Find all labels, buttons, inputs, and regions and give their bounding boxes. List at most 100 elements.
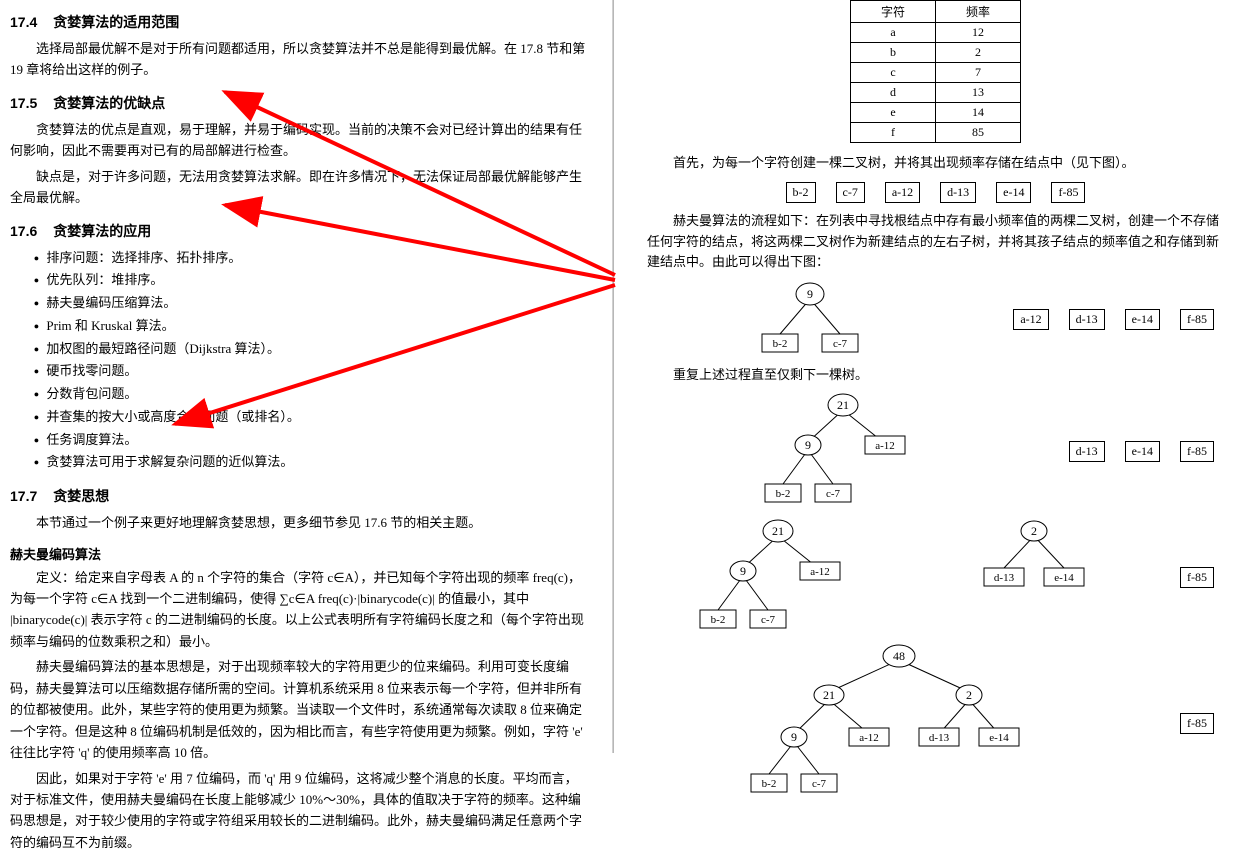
list-item: 加权图的最短路径问题（Dijkstra 算法）。 bbox=[46, 338, 587, 361]
table-cell: 12 bbox=[936, 23, 1021, 43]
tree-leaf: a-12 bbox=[1013, 309, 1048, 330]
tree-svg: 21 9 a-12 b-2 c-7 bbox=[688, 518, 858, 638]
svg-text:9: 9 bbox=[740, 564, 746, 578]
svg-text:9: 9 bbox=[807, 287, 813, 301]
svg-text:a-12: a-12 bbox=[810, 566, 830, 578]
heading-17-7: 17.7 贪婪思想 bbox=[10, 486, 587, 506]
tree-leaf: e-14 bbox=[1125, 309, 1160, 330]
svg-text:21: 21 bbox=[823, 688, 835, 702]
para: 贪婪算法的优点是直观，易于理解，并易于编码实现。当前的决策不会对已经计算出的结果… bbox=[10, 119, 587, 162]
remaining-nodes: a-12 d-13 e-14 f-85 bbox=[1003, 309, 1224, 330]
list-item: 任务调度算法。 bbox=[46, 429, 587, 452]
tree-svg: 21 9 a-12 b-2 c-7 bbox=[753, 392, 923, 512]
heading-17-4: 17.4 贪婪算法的适用范围 bbox=[10, 12, 587, 32]
caption: 首先，为每一个字符创建一棵二叉树，并将其出现频率存储在结点中（见下图）。 bbox=[647, 153, 1224, 174]
tree-leaf: a-12 bbox=[885, 182, 920, 203]
svg-text:b-2: b-2 bbox=[710, 614, 725, 626]
section-title: 贪婪思想 bbox=[53, 488, 109, 504]
table-cell: e bbox=[850, 103, 935, 123]
tree-leaf: f-85 bbox=[1180, 567, 1214, 588]
list-item: 排序问题：选择排序、拓扑排序。 bbox=[46, 247, 587, 270]
list-item: Prim 和 Kruskal 算法。 bbox=[46, 315, 587, 338]
svg-text:2: 2 bbox=[966, 688, 972, 702]
para: 赫夫曼编码算法的基本思想是，对于出现频率较大的字符用更少的位来编码。利用可变长度… bbox=[10, 656, 587, 763]
heading-17-5: 17.5贪婪算法的优缺点 bbox=[10, 93, 587, 113]
para: 定义：给定来自字母表 A 的 n 个字符的集合（字符 c∈A），并已知每个字符出… bbox=[10, 567, 587, 653]
tree-leaf: d-13 bbox=[940, 182, 976, 203]
svg-text:c-7: c-7 bbox=[811, 778, 826, 790]
svg-text:a-12: a-12 bbox=[875, 440, 895, 452]
tree-step-1: 9 b-2 c-7 a-12 d-13 e-14 f-85 bbox=[647, 279, 1224, 359]
table-row: e14 bbox=[850, 103, 1020, 123]
tree-leaf: f-85 bbox=[1180, 309, 1214, 330]
table-row: f85 bbox=[850, 123, 1020, 143]
tree-svg: 2 d-13 e-14 bbox=[969, 518, 1099, 598]
svg-text:b-2: b-2 bbox=[775, 488, 790, 500]
table-header: 字符 bbox=[850, 1, 935, 23]
svg-text:21: 21 bbox=[837, 398, 849, 412]
para: 因此，如果对于字符 'e' 用 7 位编码，而 'q' 用 9 位编码，这将减少… bbox=[10, 768, 587, 854]
svg-text:e-14: e-14 bbox=[1054, 572, 1074, 584]
table-cell: 14 bbox=[936, 103, 1021, 123]
svg-text:48: 48 bbox=[893, 649, 905, 663]
table-cell: 85 bbox=[936, 123, 1021, 143]
column-divider bbox=[612, 0, 614, 753]
tree-leaf: e-14 bbox=[1125, 441, 1160, 462]
section-title: 贪婪算法的适用范围 bbox=[53, 14, 179, 30]
para: 本节通过一个例子来更好地理解贪婪思想，更多细节参见 17.6 节的相关主题。 bbox=[10, 512, 587, 533]
table-cell: f bbox=[850, 123, 935, 143]
tree-leaf: f-85 bbox=[1051, 182, 1085, 203]
initial-nodes-row: b-2c-7a-12d-13e-14f-85 bbox=[647, 182, 1224, 203]
svg-text:d-13: d-13 bbox=[928, 732, 949, 744]
section-number: 17.4 bbox=[10, 14, 37, 30]
tree-leaf: d-13 bbox=[1069, 441, 1105, 462]
section-title: 贪婪算法的优缺点 bbox=[53, 95, 165, 111]
tree-leaf: d-13 bbox=[1069, 309, 1105, 330]
list-item: 硬币找零问题。 bbox=[46, 360, 587, 383]
bullet-list: 排序问题：选择排序、拓扑排序。优先队列：堆排序。赫夫曼编码压缩算法。Prim 和… bbox=[10, 247, 587, 475]
table-cell: 13 bbox=[936, 83, 1021, 103]
left-column: 17.4 贪婪算法的适用范围 选择局部最优解不是对于所有问题都适用，所以贪婪算法并… bbox=[0, 0, 597, 857]
table-row: a12 bbox=[850, 23, 1020, 43]
tree-step-3: 21 9 a-12 b-2 c-7 2 d-13 e-14 f-85 bbox=[647, 518, 1224, 638]
remaining-nodes: f-85 bbox=[1170, 567, 1224, 588]
table-cell: c bbox=[850, 63, 935, 83]
svg-text:9: 9 bbox=[791, 730, 797, 744]
table-cell: 7 bbox=[936, 63, 1021, 83]
remaining-nodes: d-13e-14f-85 bbox=[1059, 441, 1224, 462]
frequency-table: 字符 频率 a12b2c7d13e14f85 bbox=[850, 0, 1021, 143]
tree-step-4: 48 21 2 9 a-12 d-13 e-14 b-2 c-7 f-85 bbox=[647, 644, 1224, 804]
list-item: 分数背包问题。 bbox=[46, 383, 587, 406]
list-item: 并查集的按大小或高度合并问题（或排名）。 bbox=[46, 406, 587, 429]
table-cell: a bbox=[850, 23, 935, 43]
list-item: 贪婪算法可用于求解复杂问题的近似算法。 bbox=[46, 451, 587, 474]
tree-leaf: b-2 bbox=[786, 182, 816, 203]
caption: 重复上述过程直至仅剩下一棵树。 bbox=[647, 365, 1224, 386]
tree-svg: 48 21 2 9 a-12 d-13 e-14 b-2 c-7 bbox=[729, 644, 1059, 804]
para: 选择局部最优解不是对于所有问题都适用，所以贪婪算法并不总是能得到最优解。在 17… bbox=[10, 38, 587, 81]
table-row: d13 bbox=[850, 83, 1020, 103]
table-cell: d bbox=[850, 83, 935, 103]
list-item: 赫夫曼编码压缩算法。 bbox=[46, 292, 587, 315]
svg-text:b-2: b-2 bbox=[773, 338, 788, 350]
table-header: 频率 bbox=[936, 1, 1021, 23]
para: 缺点是，对于许多问题，无法用贪婪算法求解。即在许多情况下，无法保证局部最优解能够… bbox=[10, 166, 587, 209]
tree-leaf: c-7 bbox=[836, 182, 865, 203]
section-number: 17.6 bbox=[10, 223, 37, 239]
svg-text:c-7: c-7 bbox=[826, 488, 841, 500]
table-cell: 2 bbox=[936, 43, 1021, 63]
svg-text:9: 9 bbox=[805, 438, 811, 452]
section-number: 17.7 bbox=[10, 488, 37, 504]
svg-text:a-12: a-12 bbox=[859, 732, 879, 744]
table-cell: b bbox=[850, 43, 935, 63]
tree-svg: 9 b-2 c-7 bbox=[750, 279, 870, 359]
subheading-huffman: 赫夫曼编码算法 bbox=[10, 544, 587, 563]
remaining-nodes: f-85 bbox=[1170, 713, 1224, 734]
table-row: b2 bbox=[850, 43, 1020, 63]
svg-text:2: 2 bbox=[1031, 524, 1037, 538]
tree-step-2: 21 9 a-12 b-2 c-7 d-13e-14f-85 bbox=[647, 392, 1224, 512]
table-row: c7 bbox=[850, 63, 1020, 83]
svg-text:d-13: d-13 bbox=[994, 572, 1015, 584]
heading-17-6: 17.6贪婪算法的应用 bbox=[10, 221, 587, 241]
page: 17.4 贪婪算法的适用范围 选择局部最优解不是对于所有问题都适用，所以贪婪算法并… bbox=[0, 0, 1234, 857]
